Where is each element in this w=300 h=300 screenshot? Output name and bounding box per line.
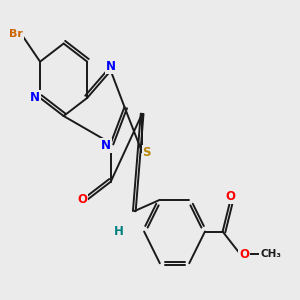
Text: S: S bbox=[142, 146, 151, 159]
Text: N: N bbox=[101, 139, 111, 152]
Text: N: N bbox=[30, 92, 40, 104]
Text: O: O bbox=[226, 190, 236, 203]
Text: O: O bbox=[239, 248, 249, 261]
Text: Br: Br bbox=[9, 29, 23, 40]
Text: O: O bbox=[77, 193, 88, 206]
Text: H: H bbox=[114, 225, 124, 238]
Text: CH₃: CH₃ bbox=[260, 249, 281, 259]
Text: N: N bbox=[106, 60, 116, 73]
